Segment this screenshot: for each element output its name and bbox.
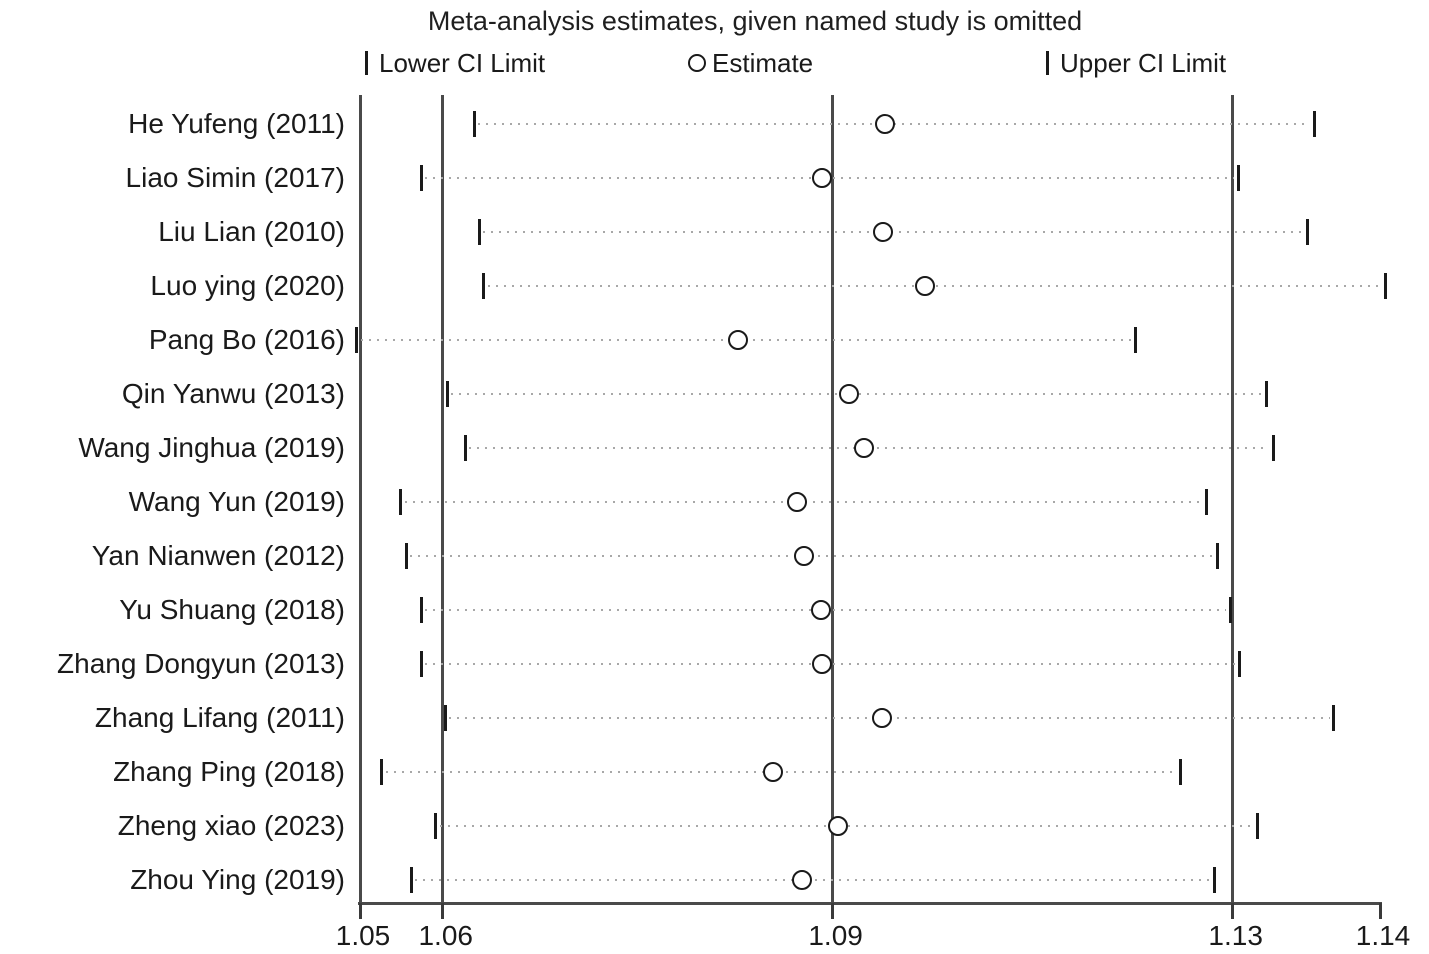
x-axis-tick-label: 1.09 <box>808 920 863 951</box>
x-axis-tick-label: 1.14 <box>1355 920 1411 951</box>
study-estimate-circle <box>873 221 894 242</box>
study-estimate-circle <box>786 491 807 512</box>
study-upper-ci-tick <box>1265 381 1269 407</box>
study-lower-ci-tick <box>380 759 384 785</box>
x-axis-tick <box>441 903 445 919</box>
study-upper-ci-tick <box>1216 543 1220 569</box>
study-label: Liao Simin (2017) <box>125 162 345 193</box>
study-label: Wang Jinghua (2019) <box>78 432 345 463</box>
upper-ci-tick-icon <box>1046 51 1049 75</box>
lower-ci-tick-icon <box>365 51 368 75</box>
study-upper-ci-tick <box>1228 597 1232 623</box>
study-label: Zhang Ping (2018) <box>113 756 345 787</box>
study-estimate-circle <box>871 707 892 728</box>
study-upper-ci-tick <box>1312 111 1316 137</box>
study-label: Yu Shuang (2018) <box>119 594 345 625</box>
estimate-circle-icon <box>688 54 706 72</box>
study-label: Liu Lian (2010) <box>158 216 345 247</box>
study-estimate-circle <box>810 599 831 620</box>
study-label: Yan Nianwen (2012) <box>91 540 345 571</box>
legend-upper-ci-label: Upper CI Limit <box>1060 47 1227 78</box>
x-axis-tick <box>831 903 835 919</box>
study-lower-ci-tick <box>482 273 486 299</box>
study-lower-ci-tick <box>434 813 438 839</box>
legend-lower-ci: Lower CI Limit <box>365 48 545 78</box>
study-upper-ci-tick <box>1271 435 1275 461</box>
study-estimate-circle <box>853 437 874 458</box>
study-lower-ci-tick <box>419 651 423 677</box>
study-lower-ci-tick <box>419 597 423 623</box>
chart-title: Meta-analysis estimates, given named stu… <box>427 6 1083 36</box>
overall-upper-ci-line <box>1231 95 1235 903</box>
study-estimate-circle <box>839 383 860 404</box>
study-label: Zhang Dongyun (2013) <box>57 648 345 679</box>
study-label: Luo ying (2020) <box>150 270 345 301</box>
study-upper-ci-tick <box>1205 489 1209 515</box>
legend-lower-ci-label: Lower CI Limit <box>379 47 546 78</box>
overall-estimate-line <box>831 95 835 903</box>
study-upper-ci-tick <box>1332 705 1336 731</box>
study-upper-ci-tick <box>1256 813 1260 839</box>
study-lower-ci-tick <box>463 435 467 461</box>
study-lower-ci-tick <box>472 111 476 137</box>
y-axis-line <box>358 95 362 903</box>
x-axis-tick-label: 1.06 <box>418 920 473 951</box>
study-estimate-circle <box>793 545 814 566</box>
legend-estimate: Estimate <box>688 48 813 78</box>
study-estimate-circle <box>875 113 896 134</box>
study-upper-ci-tick <box>1213 867 1217 893</box>
study-upper-ci-tick <box>1305 219 1309 245</box>
study-label: Zheng xiao (2023) <box>117 810 345 841</box>
study-estimate-circle <box>811 167 832 188</box>
study-lower-ci-tick <box>399 489 403 515</box>
overall-lower-ci-line <box>441 95 445 903</box>
x-axis-tick <box>358 903 362 919</box>
study-estimate-circle <box>728 329 749 350</box>
study-lower-ci-tick <box>445 381 449 407</box>
study-estimate-circle <box>763 761 784 782</box>
study-label: Zhou Ying (2019) <box>130 864 345 895</box>
x-axis-tick <box>1231 903 1235 919</box>
study-estimate-circle <box>915 275 936 296</box>
study-estimate-circle <box>811 653 832 674</box>
study-upper-ci-tick <box>1237 651 1241 677</box>
study-dotted-line <box>483 231 1304 233</box>
x-axis-tick-label: 1.13 <box>1208 920 1263 951</box>
study-upper-ci-tick <box>1179 759 1183 785</box>
study-label: Zhang Lifang (2011) <box>94 702 345 733</box>
study-lower-ci-tick <box>477 219 481 245</box>
study-lower-ci-tick <box>355 327 359 353</box>
study-label: Wang Yun (2019) <box>128 486 345 517</box>
study-estimate-circle <box>827 815 848 836</box>
study-upper-ci-tick <box>1236 165 1240 191</box>
study-estimate-circle <box>791 869 812 890</box>
legend-upper-ci: Upper CI Limit <box>1046 48 1226 78</box>
study-label: Pang Bo (2016) <box>148 324 345 355</box>
legend-estimate-label: Estimate <box>712 47 814 78</box>
x-axis-line <box>358 901 1382 905</box>
x-axis-tick <box>1378 903 1382 919</box>
study-label: He Yufeng (2011) <box>128 108 345 139</box>
study-upper-ci-tick <box>1133 327 1137 353</box>
study-label: Qin Yanwu (2013) <box>121 378 345 409</box>
x-axis-tick-label: 1.05 <box>335 920 391 951</box>
study-lower-ci-tick <box>404 543 408 569</box>
study-upper-ci-tick <box>1384 273 1388 299</box>
study-lower-ci-tick <box>409 867 413 893</box>
study-lower-ci-tick <box>419 165 423 191</box>
study-dotted-line <box>415 879 1211 881</box>
study-lower-ci-tick <box>443 705 447 731</box>
